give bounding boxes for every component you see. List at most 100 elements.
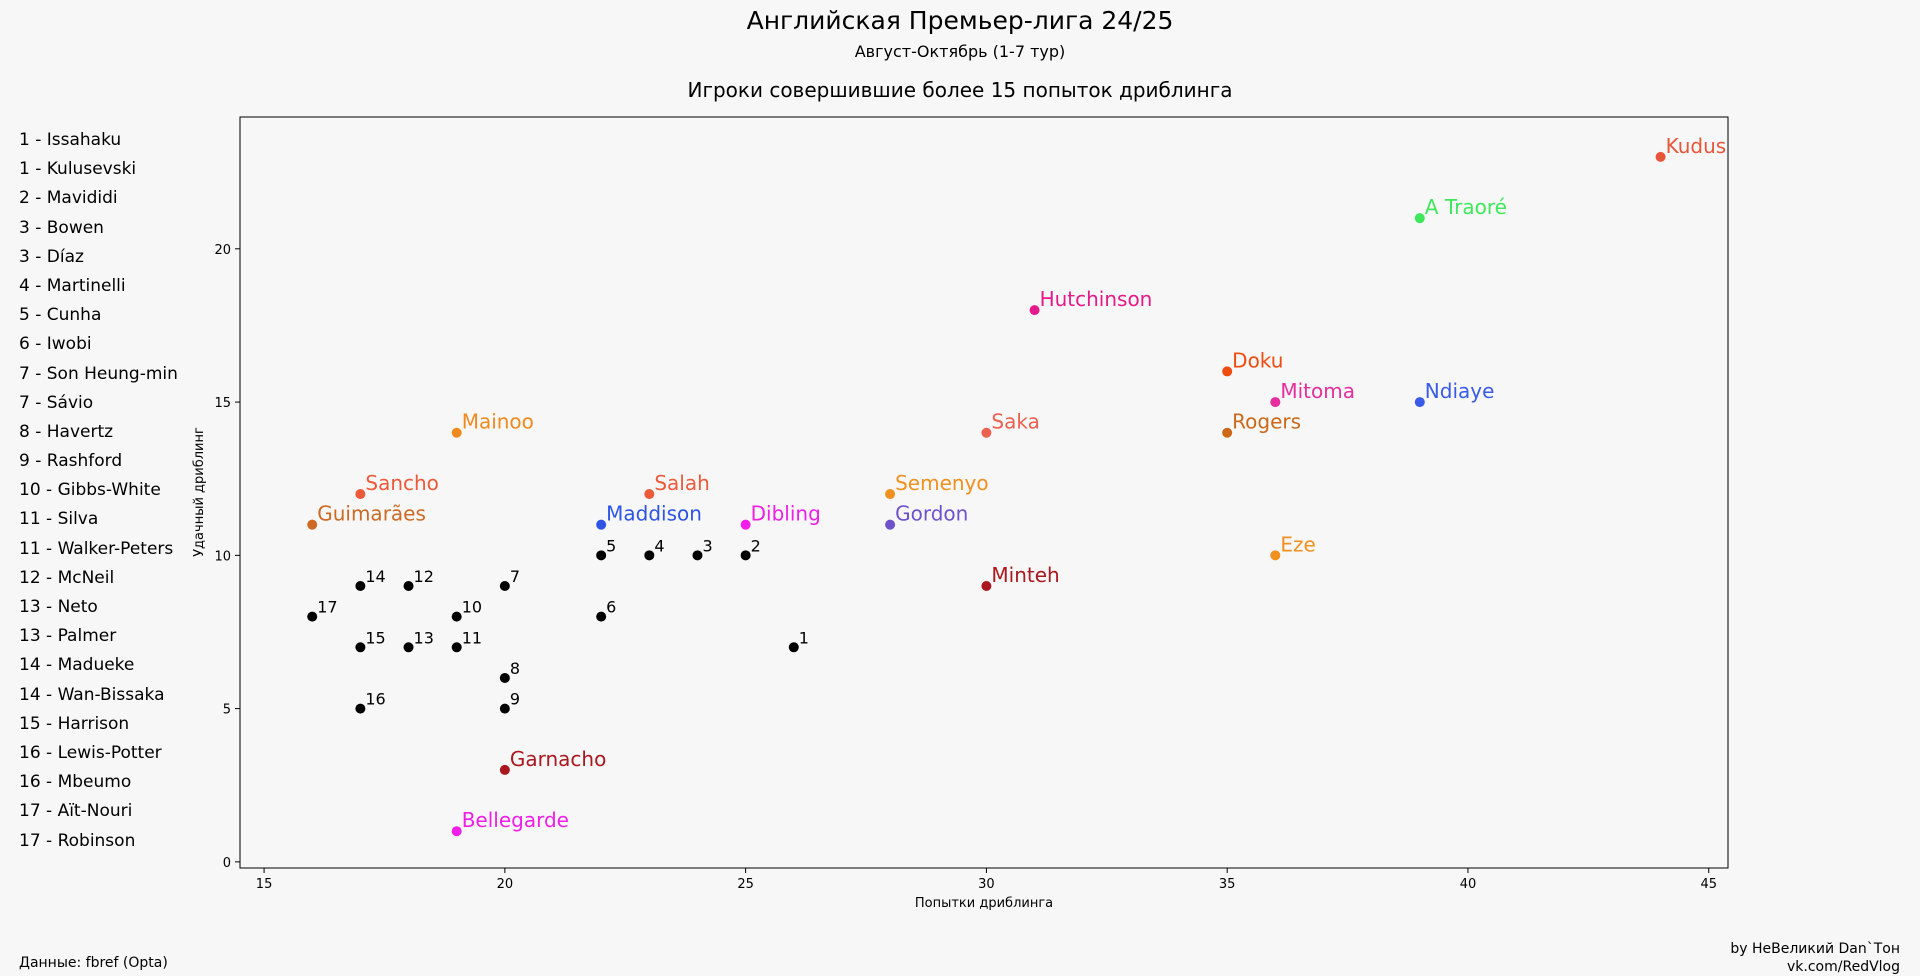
numbered-point-label: 3: [702, 536, 712, 555]
player-point: [1222, 366, 1233, 377]
player-point-label: Saka: [991, 410, 1039, 434]
player-point: [1414, 397, 1425, 408]
numbered-point: [692, 550, 703, 561]
player-point: [451, 427, 462, 438]
legend-entry: 1 - Kulusevski: [19, 159, 137, 180]
x-tick-label: 25: [737, 877, 754, 892]
y-tick-label: 5: [223, 703, 231, 718]
player-point-label: Hutchinson: [1040, 287, 1153, 311]
player-point-label: Mitoma: [1280, 379, 1355, 403]
player-point-label: Eze: [1280, 532, 1315, 556]
player-point: [355, 489, 366, 500]
plot-frame: [239, 116, 1729, 869]
numbered-point: [355, 580, 366, 591]
legend-entry: 17 - Robinson: [19, 830, 136, 851]
legend-entry: 14 - Wan-Bissaka: [19, 684, 165, 705]
chart-title: Английская Премьер-лига 24/25: [746, 6, 1174, 35]
legend-entry: 8 - Havertz: [19, 421, 114, 442]
numbered-point: [596, 550, 607, 561]
y-axis-label: Удачный дриблинг: [192, 427, 207, 557]
author-credit: by НеВеликий Dan`Тон vk.com/RedVlog: [1730, 940, 1900, 976]
numbered-point: [403, 642, 414, 653]
player-point: [1270, 550, 1281, 561]
player-point-label: Salah: [654, 471, 709, 495]
numbered-point-label: 7: [510, 567, 520, 586]
legend-entry: 2 - Mavididi: [19, 188, 118, 209]
player-point-label: Mainoo: [462, 410, 534, 434]
numbered-point-label: 13: [414, 628, 434, 647]
player-point: [451, 826, 462, 837]
player-point-label: Bellegarde: [462, 808, 569, 832]
numbered-point-label: 10: [462, 598, 482, 617]
player-point-label: A Traoré: [1425, 195, 1507, 219]
plot-title: Игроки совершившие более 15 попыток дриб…: [687, 78, 1233, 102]
player-point-label: Garnacho: [510, 747, 606, 771]
player-point-label: Gordon: [895, 502, 968, 526]
player-point-label: Dibling: [751, 502, 821, 526]
legend-entry: 12 - McNeil: [19, 567, 115, 588]
x-tick-label: 15: [256, 877, 273, 892]
legend-entry: 13 - Neto: [19, 597, 98, 617]
player-point: [596, 519, 607, 530]
player-point-label: Guimarães: [317, 502, 426, 526]
player-point: [1655, 151, 1666, 162]
legend-entry: 16 - Mbeumo: [19, 772, 132, 793]
numbered-point: [403, 580, 414, 591]
player-point: [740, 519, 751, 530]
numbered-point: [355, 642, 366, 653]
player-point: [1029, 305, 1040, 316]
legend-entry: 14 - Madueke: [19, 655, 135, 676]
player-point-label: Kudus: [1666, 134, 1727, 158]
legend-entry: 3 - Bowen: [19, 217, 104, 238]
numbered-point: [307, 611, 318, 622]
author-credit-line: by НеВеликий Dan`Тон: [1730, 941, 1900, 957]
numbered-point: [596, 611, 607, 622]
player-point: [499, 764, 510, 775]
y-tick-label: 0: [223, 856, 231, 871]
player-point: [981, 427, 992, 438]
legend-entry: 17 - Aït-Nouri: [19, 801, 133, 822]
player-point-label: Sancho: [365, 471, 439, 495]
x-axis-label: Попытки дриблинга: [915, 896, 1053, 911]
y-tick-label: 20: [214, 243, 231, 258]
numbered-point-label: 16: [365, 690, 385, 709]
numbered-point-label: 4: [654, 536, 664, 555]
legend-entry: 10 - Gibbs-White: [19, 480, 161, 501]
numbered-point: [355, 703, 366, 714]
numbered-point-label: 14: [365, 567, 385, 586]
numbered-point-label: 8: [510, 659, 520, 678]
player-point-label: Semenyo: [895, 471, 989, 495]
legend-entry: 11 - Walker-Peters: [19, 538, 174, 559]
x-tick-label: 45: [1700, 877, 1717, 892]
y-tick-label: 15: [214, 396, 231, 411]
player-point-label: Ndiaye: [1425, 379, 1495, 403]
legend-entry: 1 - Issahaku: [19, 130, 122, 150]
x-tick-label: 35: [1219, 877, 1236, 892]
numbered-point: [451, 611, 462, 622]
numbered-point-label: 12: [414, 567, 434, 586]
numbered-point-label: 6: [606, 598, 616, 617]
y-tick-label: 10: [214, 549, 231, 564]
numbered-point-label: 5: [606, 536, 616, 555]
legend-entry: 6 - Iwobi: [19, 334, 92, 355]
numbered-point: [740, 550, 751, 561]
numbered-point: [499, 580, 510, 591]
player-point: [307, 519, 318, 530]
numbered-point: [499, 703, 510, 714]
numbered-point-label: 11: [462, 628, 482, 647]
x-tick-label: 20: [497, 877, 514, 892]
player-point-label: Minteh: [991, 563, 1059, 587]
legend-entry: 7 - Sávio: [19, 392, 94, 413]
player-point: [644, 489, 655, 500]
numbered-point: [499, 672, 510, 683]
legend-entry: 5 - Cunha: [19, 305, 102, 326]
data-source-note: Данные: fbref (Opta): [19, 955, 168, 971]
legend-entry: 9 - Rashford: [19, 451, 123, 472]
legend-entry: 11 - Silva: [19, 509, 99, 530]
player-point: [1222, 427, 1233, 438]
legend-entry: 16 - Lewis-Potter: [19, 742, 162, 763]
numbered-point-label: 2: [751, 536, 761, 555]
data-points: Kudus A Traoré Hutchinson Doku Mitoma Ndiaye M…: [307, 134, 1727, 837]
